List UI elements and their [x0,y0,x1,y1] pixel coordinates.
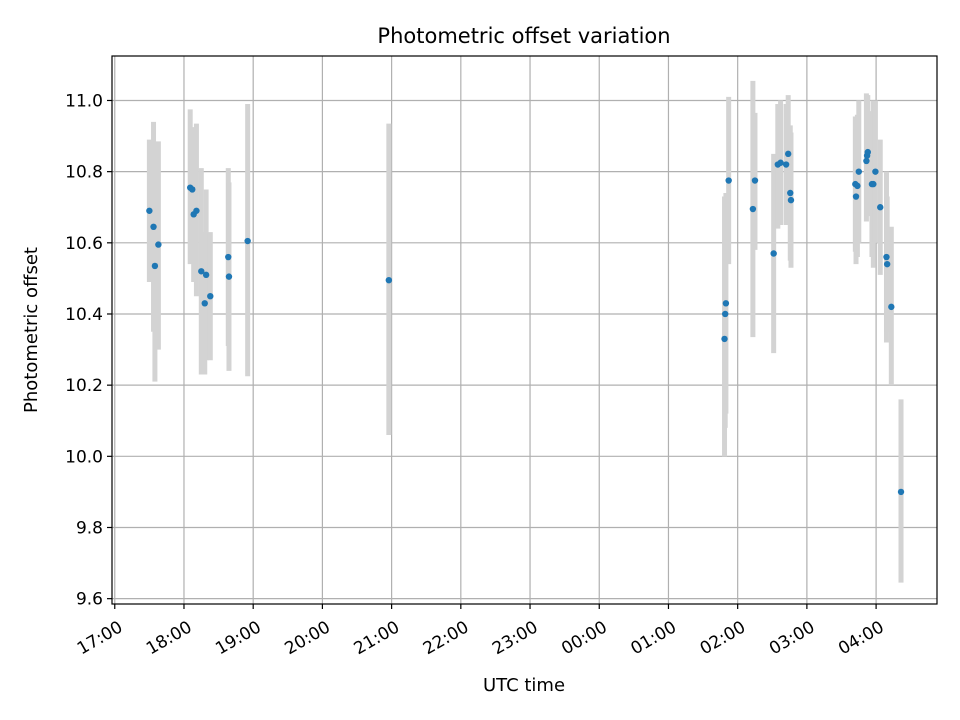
data-point [855,168,862,175]
data-point [155,241,162,248]
data-point [207,292,214,300]
data-point [787,196,795,204]
data-point [852,193,860,200]
y-tick-label: 10.8 [65,163,103,183]
data-point [198,268,205,275]
data-point [722,310,729,318]
data-point [872,168,879,175]
data-point [244,237,251,245]
y-axis-label: Photometric offset [21,247,42,413]
data-point [751,177,759,184]
data-point [777,159,784,166]
data-point [854,182,861,190]
data-point [225,253,232,261]
data-point [877,204,884,211]
y-tick-label: 11.0 [65,91,103,111]
data-point [863,157,870,165]
data-point [883,260,891,268]
data-point [151,262,159,270]
data-point [897,488,905,496]
data-point [883,253,890,261]
data-point [385,276,393,284]
data-point [787,189,794,197]
data-point [201,300,208,307]
y-tick-label: 9.8 [76,518,103,538]
data-points [146,148,905,496]
y-tick-label: 10.6 [65,234,103,254]
data-point [725,177,732,184]
data-point [202,271,210,279]
data-point [225,273,233,280]
data-point [193,207,200,214]
y-tick-label: 10.2 [65,376,103,396]
y-tick-label: 9.6 [76,590,103,610]
data-point [864,148,871,156]
data-point [721,335,728,343]
data-point [770,250,777,257]
data-point [870,180,877,188]
data-point [888,303,895,311]
data-point [722,300,730,307]
data-point [782,161,790,168]
data-point [784,150,792,158]
data-point [189,186,196,193]
x-axis-label: UTC time [483,675,565,696]
data-point [749,205,757,213]
plot-frame [111,55,938,605]
chart-title: Photometric offset variation [377,24,670,48]
data-point [150,223,157,231]
data-point [146,207,153,214]
y-tick-label: 10.4 [65,305,103,325]
y-axis-ticks: 9.6 9.8 10.0 10.2 10.4 10.6 10.8 11.0 [65,91,112,610]
y-tick-label: 10.0 [65,447,103,467]
